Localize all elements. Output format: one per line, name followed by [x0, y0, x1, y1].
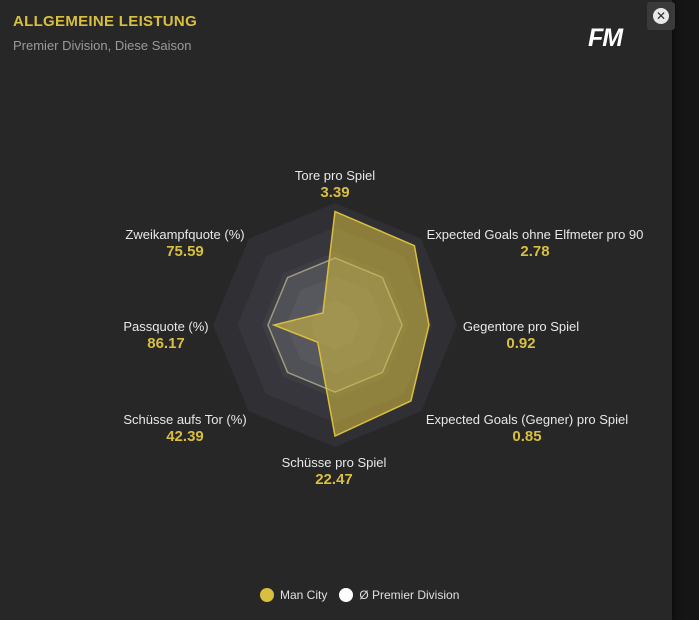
background-content: [671, 0, 699, 620]
axis-label-name: Expected Goals (Gegner) pro Spiel: [425, 412, 629, 427]
legend-swatch-man-city: [260, 588, 274, 602]
series-polygon-man-city: [271, 210, 430, 438]
fm-logo: FM: [588, 24, 623, 52]
axis-label-value: 86.17: [147, 335, 185, 352]
legend-item-league-average[interactable]: Ø Premier Division: [339, 588, 459, 602]
radar-chart: [213, 203, 457, 447]
axis-label-name: Passquote (%): [123, 319, 209, 334]
axis-label: Zweikampfquote (%) 75.59: [125, 227, 244, 261]
axis-label-value: 2.78: [520, 243, 550, 260]
axis-label: Expected Goals (Gegner) pro Spiel 0.85: [426, 412, 628, 446]
close-icon: ✕: [653, 8, 669, 24]
axis-label-value: 3.39: [320, 184, 350, 201]
axis-label-name: Gegentore pro Spiel: [462, 319, 580, 334]
legend-item-man-city[interactable]: Man City: [260, 588, 327, 602]
axis-label: Tore pro Spiel 3.39: [295, 168, 375, 202]
axis-label-value: 75.59: [166, 243, 204, 260]
axis-label-name: Expected Goals ohne Elfmeter pro 90: [426, 227, 644, 242]
legend-label-man-city: Man City: [280, 588, 328, 602]
axis-label: Schüsse pro Spiel 22.47: [282, 455, 387, 489]
close-button[interactable]: ✕: [647, 2, 675, 30]
axis-label-value: 0.85: [512, 428, 542, 445]
axis-label-name: Tore pro Spiel: [294, 168, 376, 183]
overall-performance-panel: ALLGEMEINE LEISTUNG Premier Division, Di…: [0, 0, 672, 620]
axis-label: Passquote (%) 86.17: [123, 319, 208, 353]
axis-label-value: 22.47: [315, 471, 353, 488]
axis-label: Gegentore pro Spiel 0.92: [463, 319, 579, 353]
panel-subtitle: Premier Division, Diese Saison: [13, 38, 192, 53]
legend-swatch-league-average: [339, 588, 354, 602]
legend-label-league-average: Ø Premier Division: [359, 588, 460, 602]
axis-label: Expected Goals ohne Elfmeter pro 90 2.78: [427, 227, 644, 261]
axis-label: Schüsse aufs Tor (%) 42.39: [123, 412, 246, 446]
panel-title: ALLGEMEINE LEISTUNG: [13, 13, 198, 30]
axis-label-value: 0.92: [506, 335, 536, 352]
axis-label-name: Schüsse pro Spiel: [281, 455, 387, 470]
axis-label-name: Zweikampfquote (%): [125, 227, 245, 242]
chart-legend: Man City Ø Premier Division: [260, 588, 471, 602]
axis-label-value: 42.39: [166, 428, 204, 445]
radar-series: [267, 210, 430, 438]
axis-label-name: Schüsse aufs Tor (%): [123, 412, 247, 427]
